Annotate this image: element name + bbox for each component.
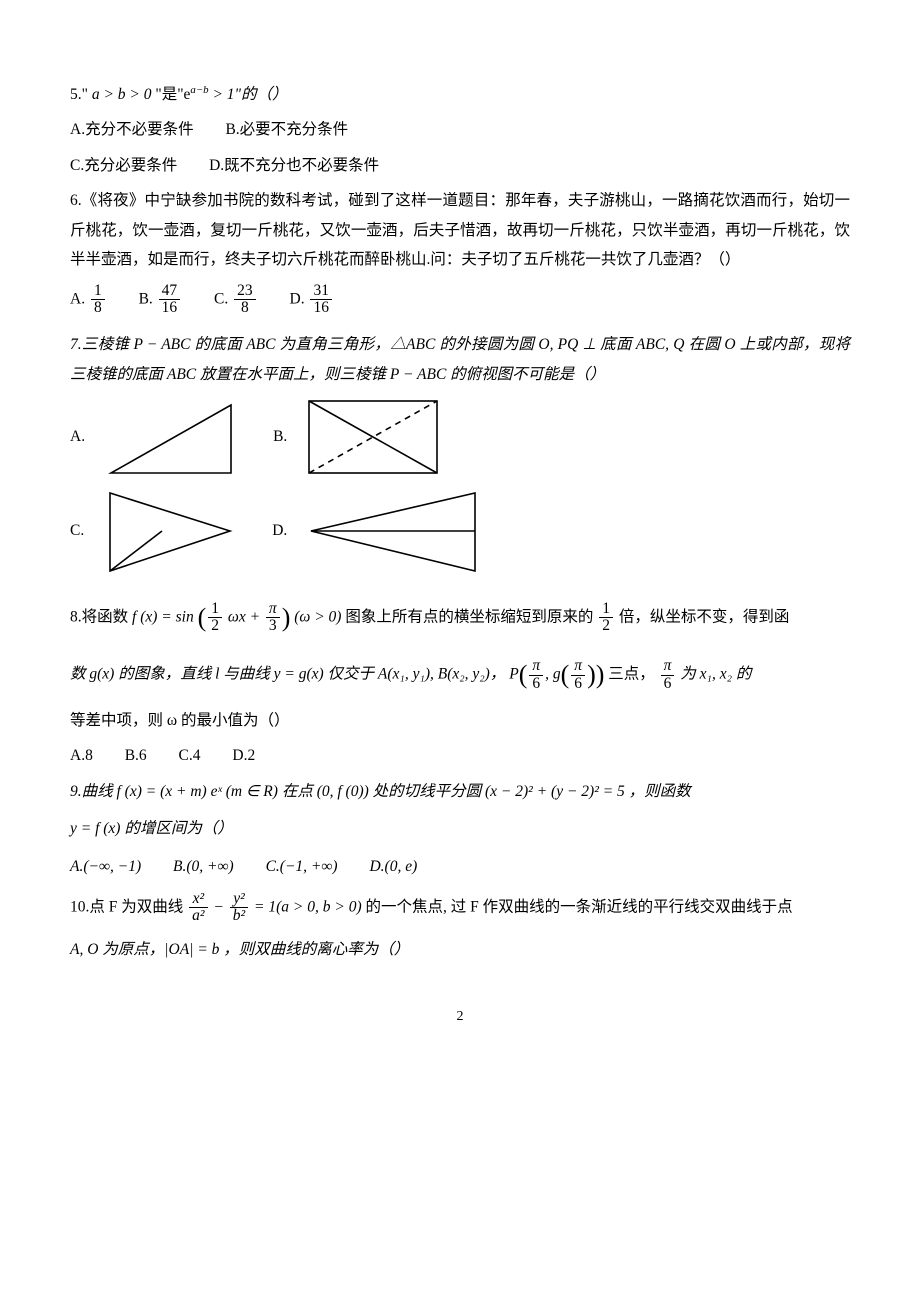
fraction-icon: y²b² [230,891,248,925]
q10-tail: 的一个焦点, 过 F 作双曲线的一条渐近线的平行线交双曲线于点 [365,898,792,915]
q6-option-b: B. 4716 [139,283,183,317]
q5-option-d: D.既不充分也不必要条件 [209,151,379,180]
q8-P: P [509,666,518,683]
q5-tail: > 1"的（） [209,86,288,103]
q5-math1: a > b > 0 [88,86,155,103]
q9-option-b: B.(0, +∞) [173,852,234,881]
q6-options: A. 18 B. 4716 C. 238 D. 3116 [70,283,850,317]
question-6: 6.《将夜》中宁缺参加书院的数科考试，碰到了这样一道题目：那年春，夫子游桃山，一… [70,186,850,274]
q9-options: A.(−∞, −1) B.(0, +∞) C.(−1, +∞) D.(0, e) [70,852,850,881]
q7-stem: 7.三棱锥 P − ABC 的底面 ABC 为直角三角形，△ABC 的外接圆为圆… [70,336,850,382]
q8-option-c: C.4 [179,741,201,770]
q6-option-c: C. 238 [214,283,258,317]
q5-stem-pre: 5." [70,86,88,103]
q5-options-row1: A.充分不必要条件 B.必要不充分条件 [70,115,850,144]
q9-option-a: A.(−∞, −1) [70,852,141,881]
q10-pre: 10.点 F 为双曲线 [70,898,183,915]
fraction-icon: π3 [266,601,280,635]
q10-minus: − [213,898,227,915]
q9-option-d: D.(0, e) [369,852,417,881]
question-10: 10.点 F 为双曲线 x²a² − y²b² = 1(a > 0, b > 0… [70,891,850,925]
q8-line3: 等差中项，则 ω 的最小值为（） [70,712,289,729]
q10-line2: A, O 为原点，|OA| = b ，则双曲线的离心率为（） [70,941,409,958]
q9-stem2: y = f (x) 的增区间为（） [70,820,233,837]
triangle-median-icon [303,485,483,577]
question-9-line2: y = f (x) 的增区间为（） [70,814,850,843]
question-8-line3: 等差中项，则 ω 的最小值为（） [70,706,850,735]
q5-mid: "是" [155,86,183,103]
q6-option-d: D. 3116 [290,283,334,317]
fraction-icon: 18 [91,283,105,317]
question-10-line2: A, O 为原点，|OA| = b ，则双曲线的离心率为（） [70,935,850,964]
question-7: 7.三棱锥 P − ABC 的底面 ABC 为直角三角形，△ABC 的外接圆为圆… [70,330,850,389]
q7-label-c: C. [70,516,84,545]
q6-option-a: A. 18 [70,283,107,317]
q8-pre: 8.将函数 [70,608,132,625]
q8-omegax: ωx + [228,608,260,625]
q5-exp: a−b [190,84,208,96]
q8-options: A.8 B.6 C.4 D.2 [70,741,850,770]
q10-eq: = 1(a > 0, b > 0) [254,898,362,915]
q8-line2c: 为 x₁, x₂ 的 [680,666,751,683]
q8-option-a: A.8 [70,741,93,770]
fraction-icon: π6 [571,658,585,692]
q7-label-b: B. [273,422,287,451]
page-number: 2 [70,1004,850,1031]
triangle-inner-icon [100,485,240,577]
q7-label-a: A. [70,422,85,451]
question-8: 8.将函数 f (x) = sin (12 ωx + π3) (ω > 0) 图… [70,593,850,642]
fraction-icon: 4716 [159,283,181,317]
q8-text1: 图象上所有点的横坐标缩短到原来的 [345,608,593,625]
q8-option-d: D.2 [232,741,255,770]
fraction-icon: 238 [234,283,256,317]
q8-option-b: B.6 [125,741,147,770]
q6-d-label: D. [290,290,305,307]
q7-label-d: D. [272,516,287,545]
q5-option-b: B.必要不充分条件 [225,115,348,144]
q8-g: , g [545,666,561,683]
q5-option-a: A.充分不必要条件 [70,115,194,144]
fraction-icon: 12 [208,601,222,635]
q8-f: f (x) = sin [132,608,194,625]
q9-option-c: C.(−1, +∞) [266,852,338,881]
fraction-icon: π6 [661,658,675,692]
fraction-icon: π6 [529,658,543,692]
question-8-line2: 数 g(x) 的图象，直线 l 与曲线 y = g(x) 仅交于 A(x₁, y… [70,650,850,699]
question-9: 9.曲线 f (x) = (x + m) eˣ (m ∈ R) 在点 (0, f… [70,777,850,806]
q6-stem: 6.《将夜》中宁缺参加书院的数科考试，碰到了这样一道题目：那年春，夫子游桃山，一… [70,192,850,268]
q8-line2a: 数 g(x) 的图象，直线 l 与曲线 y = g(x) 仅交于 A(x₁, y… [70,666,505,683]
rectangle-diagonals-icon [303,395,443,479]
question-5: 5." a > b > 0 "是"ea−b > 1"的（） [70,80,850,109]
q7-row-cd: C. D. [70,485,850,577]
q6-c-label: C. [214,290,228,307]
q5-options-row2: C.充分必要条件 D.既不充分也不必要条件 [70,151,850,180]
fraction-icon: x²a² [189,891,207,925]
fraction-icon: 12 [599,601,613,635]
q6-b-label: B. [139,290,153,307]
q5-option-c: C.充分必要条件 [70,151,177,180]
q8-line2b: 三点， [608,666,655,683]
fraction-icon: 3116 [310,283,332,317]
q8-text1b: 倍，纵坐标不变，得到函 [619,608,790,625]
q8-cond: (ω > 0) [294,608,341,625]
q7-row-ab: A. B. [70,395,850,479]
q9-stem: 9.曲线 f (x) = (x + m) eˣ (m ∈ R) 在点 (0, f… [70,783,691,800]
q6-a-label: A. [70,290,85,307]
triangle-icon [101,395,241,479]
